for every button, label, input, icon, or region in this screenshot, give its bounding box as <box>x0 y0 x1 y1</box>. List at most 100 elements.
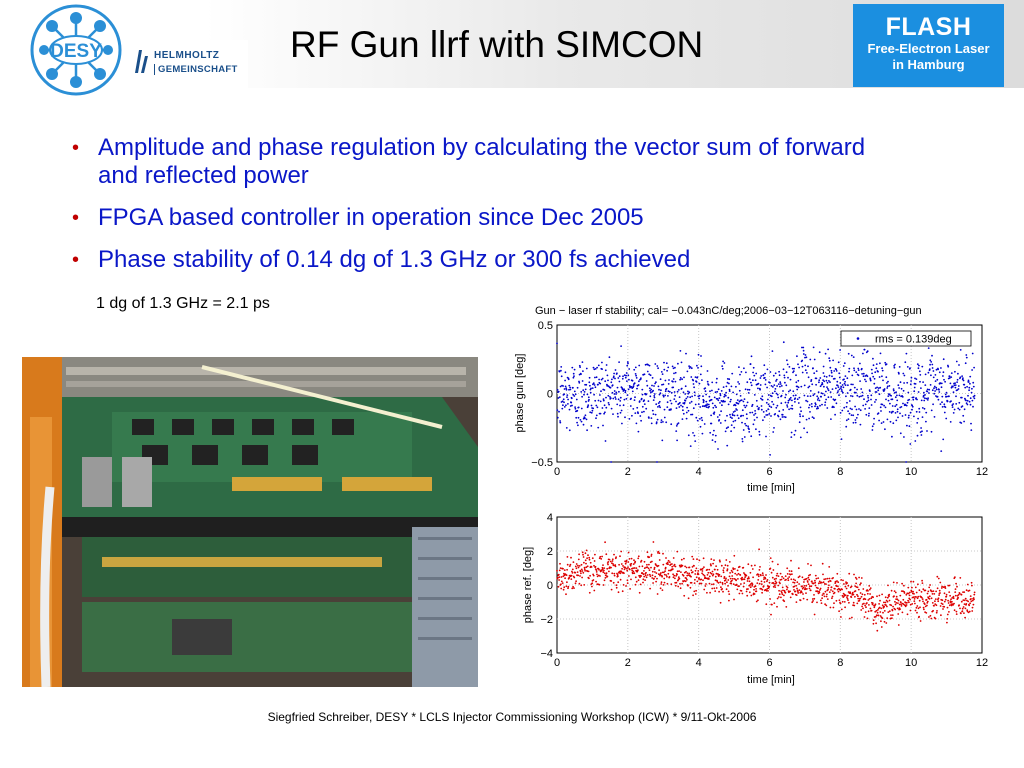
plot2-data-point <box>749 586 752 589</box>
plot2-data-point <box>917 595 920 598</box>
plot1-data-point <box>733 426 736 429</box>
plot1-data-point <box>911 405 914 408</box>
plot1-data-point <box>588 398 590 401</box>
plot2-data-point <box>896 598 899 601</box>
plot2-data-point <box>706 568 709 571</box>
plot1-data-point <box>641 388 644 391</box>
plot2-data-point <box>590 566 593 568</box>
plot2-data-point <box>818 591 821 594</box>
plot2-data-point <box>801 576 804 579</box>
plot1-data-point <box>619 400 622 402</box>
plot2-data-point <box>691 571 694 573</box>
plot2-data-point <box>906 613 909 616</box>
plot1-data-point <box>723 362 726 364</box>
plot2-data-point <box>618 563 620 566</box>
desy-logo: DESY <box>30 4 122 96</box>
plot1-data-point <box>563 406 566 408</box>
plot2-data-point <box>940 587 943 589</box>
plot2-data-point <box>827 586 830 589</box>
plot1-data-point <box>805 399 807 402</box>
plot2-data-point <box>886 617 889 619</box>
plot2-data-point <box>954 594 957 597</box>
bullet-dot-icon: • <box>72 137 80 159</box>
plot2-data-point <box>715 587 718 589</box>
plot1-data-point <box>948 395 950 398</box>
plot2-data-point <box>958 592 961 595</box>
plot2-data-point <box>915 591 918 594</box>
plot2-xtick-label: 2 <box>625 657 631 669</box>
plot2-data-point <box>641 565 644 568</box>
plot1-data-point <box>593 384 596 386</box>
plot1-xlabel: time [min] <box>747 482 795 494</box>
plot1-data-point <box>919 431 922 433</box>
plot1-data-point <box>594 368 597 370</box>
plot1-data-point <box>748 388 751 391</box>
plot1-data-point <box>646 384 649 387</box>
plot1-data-point <box>791 367 794 370</box>
plot1-data-point <box>681 418 684 420</box>
plot1-data-point <box>671 365 674 368</box>
plot1-data-point <box>809 358 812 361</box>
plot1-data-point <box>918 411 921 413</box>
plot2-data-point <box>634 583 637 586</box>
plot1-data-point <box>674 394 676 397</box>
plot1-data-point <box>925 420 927 423</box>
plot1-data-point <box>679 377 682 379</box>
plot1-data-point <box>932 370 935 372</box>
plot2-data-point <box>627 561 630 563</box>
plot1-data-point <box>926 399 929 401</box>
plot2-data-point <box>872 596 874 599</box>
plot1-data-point <box>577 424 579 427</box>
plot2-data-point <box>937 597 940 600</box>
plot1-data-point <box>757 382 760 385</box>
plot1-xtick-label: 6 <box>766 466 772 478</box>
plot1-data-point <box>930 430 933 433</box>
plot2-data-point <box>888 593 891 596</box>
plot1-data-point <box>862 404 865 407</box>
plot2-data-point <box>878 594 881 597</box>
plot2-data-point <box>925 598 928 601</box>
plot2-data-point <box>615 584 618 587</box>
plot2-data-point <box>714 590 717 592</box>
plot2-data-point <box>619 578 622 581</box>
plot1-data-point <box>595 376 598 379</box>
plot2-ytick-label: −2 <box>540 614 553 626</box>
plot1-data-point <box>800 410 802 413</box>
plot1-data-point <box>661 439 664 442</box>
plot2-data-point <box>712 583 715 585</box>
plot1-data-point <box>595 417 597 420</box>
plot1-data-point <box>724 400 726 403</box>
plot2-data-point <box>579 570 582 573</box>
plot2-data-point <box>700 582 703 585</box>
plot1-data-point <box>640 377 642 379</box>
plot1-data-point <box>871 425 874 428</box>
plot2-data-point <box>772 585 775 588</box>
plot2-data-point <box>580 572 582 575</box>
plot1-data-point <box>881 375 883 378</box>
plot2-data-point <box>753 588 755 591</box>
plot2-data-point <box>918 599 921 602</box>
plot1-data-point <box>653 396 656 399</box>
plot1-data-point <box>631 414 633 417</box>
plot2-data-point <box>819 589 821 591</box>
plot2-data-point <box>860 582 862 585</box>
plot2-data-point <box>855 578 858 580</box>
plot1-data-point <box>830 396 833 398</box>
plot1-data-point <box>618 361 620 363</box>
plot1-data-point <box>694 440 697 442</box>
plot1-data-point <box>754 412 757 415</box>
plot2-data-point <box>780 578 783 581</box>
plot1-data-point <box>919 374 922 376</box>
plot2-data-point <box>784 591 787 594</box>
plot1-data-point <box>591 409 594 412</box>
plot2-data-point <box>620 563 623 565</box>
plot2-data-point <box>838 599 841 602</box>
plot2-data-point <box>900 601 902 604</box>
plot1-data-point <box>797 363 799 366</box>
plot1-data-point <box>893 392 896 394</box>
plot1-data-point <box>972 405 974 408</box>
plot1-data-point <box>685 397 688 400</box>
plot1-data-point <box>807 386 810 389</box>
plot1-data-point <box>752 379 754 382</box>
plot2-data-point <box>721 583 724 585</box>
